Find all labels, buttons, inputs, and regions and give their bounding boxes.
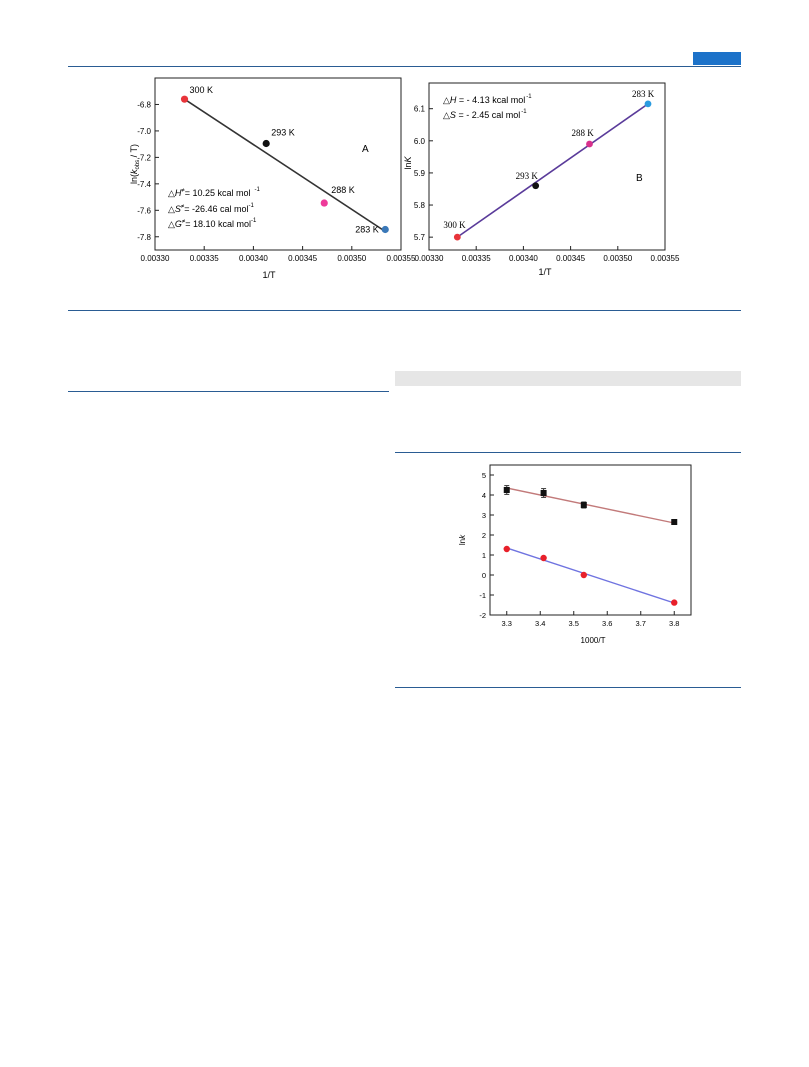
y-tick-label: 0: [482, 571, 486, 580]
chart-a-panel-label: A: [362, 144, 369, 155]
chart-a-point-label: 300 K: [190, 85, 214, 95]
chart-b-annotation-s: △S = - 2.45 cal mol-1: [443, 109, 527, 120]
x-tick-label: 0.00335: [190, 254, 219, 263]
y-tick-label: -7.6: [137, 206, 151, 215]
x-tick-label: 3.4: [535, 619, 545, 628]
y-tick-label: 4: [482, 491, 486, 500]
right-figure-top-rule: [395, 452, 741, 453]
chart-c-point-square: [580, 502, 587, 508]
chart-c-point-square: [671, 519, 678, 525]
y-tick-label: 5: [482, 471, 486, 480]
chart-a-annotation-s: △S≠= -26.46 cal mol-1: [168, 203, 255, 214]
header-tab: [693, 52, 741, 65]
x-tick-label: 3.5: [569, 619, 579, 628]
chart-b-point-label: 300 K: [443, 220, 466, 230]
chart-a: 0.00330 0.00335 0.00340 0.00345 0.00350 0.003…: [129, 77, 416, 280]
chart-c-ylabel: lnk: [458, 534, 467, 545]
chart-b-point: [644, 100, 652, 108]
y-tick-label: 1: [482, 551, 486, 560]
chart-a-point: [320, 199, 328, 207]
x-tick-label: 0.00340: [239, 254, 268, 263]
chart-c-fit-line: [506, 487, 675, 524]
x-tick-label: 0.00350: [603, 254, 632, 263]
x-tick-label: 0.00355: [651, 254, 680, 263]
x-tick-label: 3.6: [602, 619, 612, 628]
y-tick-label: 3: [482, 511, 486, 520]
chart-c-point-circle: [503, 545, 510, 553]
y-tick-label: -2: [479, 611, 486, 620]
x-tick-label: 0.00340: [509, 254, 538, 263]
chart-b-point-label: 293 K: [516, 171, 539, 181]
chart-b: 0.00330 0.00335 0.00340 0.00345 0.00350 0.003…: [403, 82, 680, 277]
y-tick-label: 5.9: [414, 169, 426, 178]
y-tick-label: -7.8: [137, 233, 151, 242]
chart-b-point: [586, 140, 593, 148]
chart-b-point: [453, 233, 461, 241]
x-tick-label: 0.00330: [141, 254, 170, 263]
chart-c-fit-line: [506, 547, 675, 604]
figure-bottom-rule: [68, 310, 741, 311]
chart-b-xlabel: 1/T: [538, 267, 552, 277]
chart-a-ylabel: ln(kobs / T): [129, 144, 141, 184]
chart-a-point-label: 288 K: [331, 185, 355, 195]
header-rule: [68, 66, 741, 67]
chart-b-ylabel: lnK: [403, 156, 413, 170]
chart-a-frame: [154, 77, 402, 251]
chart-c-xlabel: 1000/T: [581, 636, 606, 645]
chart-c-point-square: [503, 487, 510, 493]
chart-b-point-label: 288 K: [571, 128, 594, 138]
x-tick-label: 0.00330: [415, 254, 444, 263]
chart-a-annotation-g: △G≠= 18.10 kcal mol-1: [168, 218, 257, 229]
y-tick-label: 5.7: [414, 233, 426, 242]
chart-a-point: [180, 95, 189, 103]
y-tick-label: -6.8: [137, 100, 151, 109]
x-tick-label: 3.7: [636, 619, 646, 628]
chart-a-fit-line: [184, 98, 386, 233]
chart-a-point-label: 293 K: [271, 127, 295, 137]
x-tick-label: 0.00345: [288, 254, 317, 263]
x-tick-label: 3.3: [502, 619, 512, 628]
y-tick-label: 6.1: [414, 105, 426, 114]
left-column-rule: [68, 391, 389, 392]
right-figure-bottom-rule: [395, 687, 741, 688]
chart-a-xlabel: 1/T: [262, 270, 276, 280]
chart-c: 3.3 3.4 3.5 3.6 3.7 3.8 -2 -1 0 1 2 3 4 5 1000/T lnk: [458, 464, 692, 645]
chart-c-frame: [489, 464, 692, 616]
chart-a-point-label: 283 K: [355, 224, 379, 234]
chart-c-point-circle: [580, 571, 587, 579]
chart-b-point: [532, 182, 540, 190]
y-tick-label: -7.2: [137, 153, 151, 162]
x-tick-label: 0.00345: [556, 254, 585, 263]
y-tick-label: -7.0: [137, 127, 151, 136]
chart-a-annotation-h: △H≠= 10.25 kcal mol -1: [168, 187, 261, 198]
x-tick-label: 3.8: [669, 619, 679, 628]
chart-b-panel-label: B: [636, 173, 643, 184]
gray-highlight-bar: [395, 371, 741, 386]
y-tick-label: -7.4: [137, 180, 151, 189]
x-tick-label: 0.00335: [462, 254, 491, 263]
chart-b-point-label: 283 K: [632, 89, 655, 99]
chart-c-point-square: [540, 490, 547, 496]
y-tick-label: 5.8: [414, 201, 426, 210]
chart-a-point: [262, 139, 270, 148]
x-tick-label: 0.00355: [387, 254, 416, 263]
y-tick-label: 2: [482, 531, 486, 540]
x-tick-label: 0.00350: [337, 254, 366, 263]
y-tick-label: -1: [479, 591, 486, 600]
chart-b-annotation-h: △H = - 4.13 kcal mol-1: [443, 94, 532, 105]
chart-a-point: [381, 225, 389, 234]
chart-c-point-circle: [540, 554, 547, 562]
chart-c-point-circle: [671, 599, 678, 606]
chart-b-fit-line: [456, 103, 649, 238]
chart-b-frame: [428, 82, 666, 251]
y-tick-label: 6.0: [414, 137, 426, 146]
